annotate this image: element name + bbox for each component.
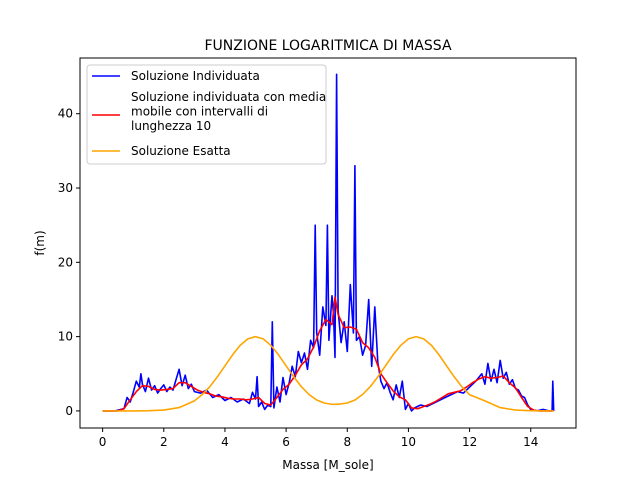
y-tick-label: 20 bbox=[58, 255, 73, 269]
x-tick-label: 14 bbox=[523, 435, 538, 449]
x-tick-label: 12 bbox=[462, 435, 477, 449]
x-tick-label: 0 bbox=[99, 435, 107, 449]
y-tick-label: 10 bbox=[58, 330, 73, 344]
y-tick-label: 40 bbox=[58, 107, 73, 121]
x-axis-title: Massa [M_sole] bbox=[282, 458, 373, 472]
legend: Soluzione Individuata Soluzione individu… bbox=[86, 64, 330, 165]
legend-label-soluzione-esatta: Soluzione Esatta bbox=[131, 144, 231, 158]
legend-box bbox=[86, 64, 327, 165]
series-line-0 bbox=[102, 73, 555, 412]
y-tick-label: 0 bbox=[65, 404, 73, 418]
series-line-1 bbox=[102, 296, 553, 412]
x-tick-label: 6 bbox=[282, 435, 290, 449]
axes-frame bbox=[79, 57, 577, 429]
plot-area bbox=[102, 73, 555, 412]
legend-label-soluzione-individuata: Soluzione Individuata bbox=[131, 69, 260, 83]
x-tick-label: 10 bbox=[401, 435, 416, 449]
x-tick-label: 8 bbox=[343, 435, 351, 449]
x-axis: 0 2 4 6 8 10 12 14 bbox=[99, 428, 538, 449]
legend-label-media-mobile: Soluzione individuata con media mobile c… bbox=[131, 90, 330, 133]
x-tick-label: 2 bbox=[160, 435, 168, 449]
y-axis: 0 10 20 30 40 bbox=[58, 107, 80, 418]
y-axis-title: f(m) bbox=[33, 230, 47, 255]
series-line-2 bbox=[102, 335, 554, 412]
x-tick-label: 4 bbox=[221, 435, 229, 449]
y-tick-label: 30 bbox=[58, 181, 73, 195]
chart-title: FUNZIONE LOGARITMICA DI MASSA bbox=[204, 38, 451, 54]
